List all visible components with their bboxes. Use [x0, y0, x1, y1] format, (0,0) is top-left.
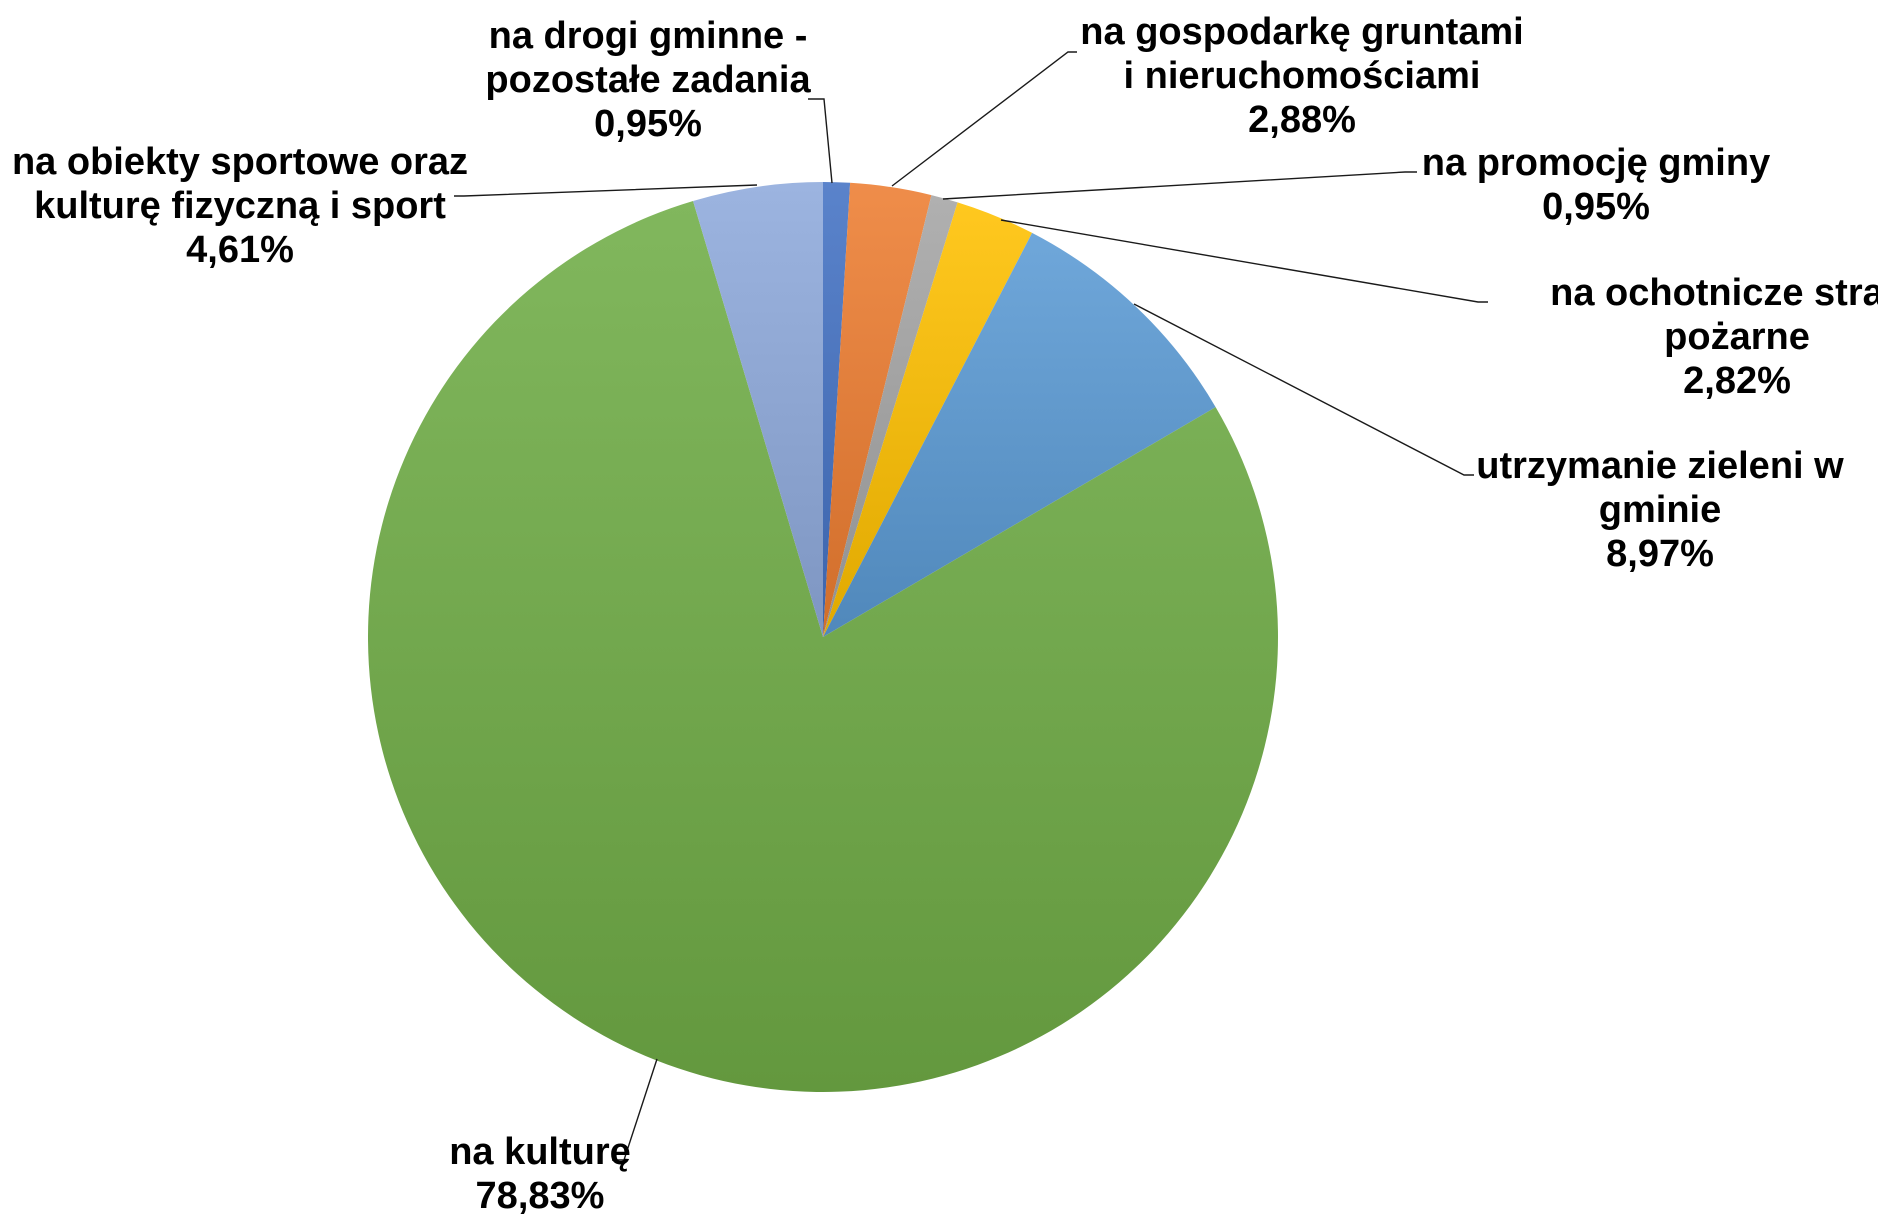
- data-label-na-gospodarke-gruntami-i-nieruchomosciami: na gospodarkę gruntami i nieruchomościami…: [1080, 11, 1523, 141]
- leader-line-na-promocje-gminy: [942, 171, 1417, 200]
- category-label-line: utrzymanie zieleni w: [1476, 445, 1844, 487]
- data-label-utrzymanie-zieleni-w-gminie: utrzymanie zieleni w gminie 8,97%: [1476, 445, 1844, 575]
- data-label-na-drogi-gminne-pozostale-zadania: na drogi gminne -pozostałe zadania 0,95%: [485, 15, 811, 145]
- category-label-line: i nieruchomościami: [1124, 55, 1481, 97]
- leader-line-na-drogi-gminne-pozostale-zadania: [808, 98, 833, 184]
- pie-slices: [368, 182, 1279, 1092]
- pie-slice-na-obiekty-sportowe-oraz-kulture-fizyczna-i-sport: [693, 182, 823, 637]
- category-label-line: kulturę fizyczną i sport: [34, 185, 446, 227]
- percent-label: 2,88%: [1248, 99, 1356, 141]
- leader-line-na-kulture: [612, 1058, 658, 1161]
- percent-label: 0,95%: [1542, 186, 1650, 228]
- category-label-line: na kulturę: [449, 1131, 631, 1173]
- percent-label: 8,97%: [1606, 533, 1714, 575]
- pie-slice-na-kulture: [368, 200, 1279, 1092]
- category-label-line: na obiekty sportowe oraz: [12, 141, 468, 183]
- percent-label: 0,95%: [594, 103, 702, 145]
- pie-slice-na-ochotnicze-straze-pozarne: [823, 202, 1033, 638]
- category-label-line: na gospodarkę gruntami: [1080, 11, 1523, 53]
- pie-slice-na-promocje-gminy: [823, 195, 958, 638]
- data-labels: na drogi gminne -pozostałe zadania 0,95%n…: [12, 11, 1878, 1214]
- percent-label: 78,83%: [476, 1175, 605, 1214]
- category-label-line: gminie: [1599, 489, 1721, 531]
- category-label-line: pozostałe zadania: [485, 59, 811, 101]
- percent-label: 2,82%: [1683, 360, 1791, 402]
- pie-slice-utrzymanie-zieleni-w-gminie: [823, 232, 1216, 637]
- data-label-na-promocje-gminy: na promocję gminy 0,95%: [1422, 142, 1770, 228]
- pie-slice-na-gospodarke-gruntami-i-nieruchomosciami: [823, 182, 932, 637]
- percent-label: 4,61%: [186, 229, 294, 271]
- leader-line-na-gospodarke-gruntami-i-nieruchomosciami: [891, 51, 1077, 187]
- pie-slice-na-drogi-gminne-pozostale-zadania: [823, 182, 851, 637]
- category-label-line: pożarne: [1664, 316, 1810, 358]
- data-label-na-obiekty-sportowe-oraz-kulture-fizyczna-i-sport: na obiekty sportowe oraz kulturę fizyczną…: [12, 141, 468, 271]
- data-label-na-kulture: na kulturę 78,83%: [449, 1131, 631, 1214]
- category-label-line: na drogi gminne -: [489, 15, 808, 57]
- category-label-line: na promocję gminy: [1422, 142, 1770, 184]
- leader-line-na-ochotnicze-straze-pozarne: [1000, 219, 1488, 303]
- data-label-na-ochotnicze-straze-pozarne: na ochotnicze strażepożarne2,82%: [1550, 272, 1878, 402]
- category-label-line: na ochotnicze straże: [1550, 272, 1878, 314]
- leader-line-na-obiekty-sportowe-oraz-kulture-fizyczna-i-sport: [454, 184, 758, 197]
- leader-lines: [454, 51, 1488, 1161]
- leader-line-utrzymanie-zieleni-w-gminie: [1133, 303, 1474, 476]
